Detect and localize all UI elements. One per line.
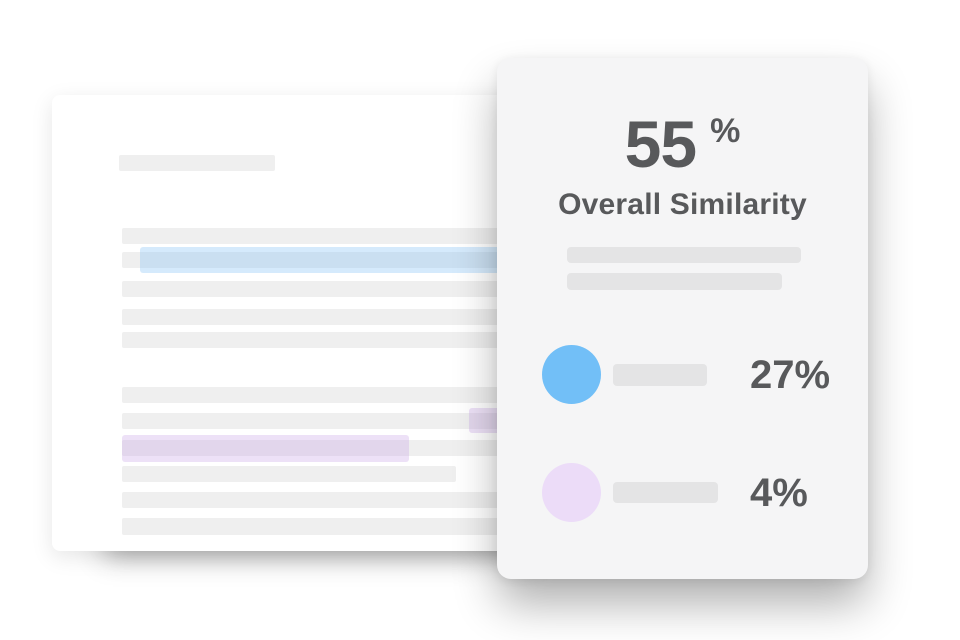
text-line-placeholder bbox=[122, 252, 510, 268]
text-line-placeholder bbox=[122, 518, 510, 535]
source-row-blue: 27% bbox=[542, 345, 830, 404]
text-line-placeholder bbox=[122, 466, 456, 482]
text-line-placeholder bbox=[122, 332, 510, 348]
document-page bbox=[52, 95, 520, 551]
similarity-panel: 55 % Overall Similarity 27% 4% bbox=[497, 58, 868, 579]
text-line-placeholder bbox=[122, 413, 510, 429]
text-line-placeholder bbox=[122, 492, 510, 508]
text-line-placeholder bbox=[122, 228, 510, 244]
purple-source-dot bbox=[542, 463, 601, 522]
overall-score-value: 55 bbox=[624, 107, 697, 181]
placeholder-bar bbox=[567, 247, 801, 263]
source-name-placeholder bbox=[613, 363, 707, 386]
blue-source-dot bbox=[542, 345, 601, 404]
title-block-placeholder bbox=[119, 155, 275, 171]
purple-source-percentage: 4% bbox=[750, 470, 808, 515]
source-row-purple: 4% bbox=[542, 463, 808, 522]
text-line-placeholder bbox=[122, 309, 510, 325]
text-line-placeholder bbox=[122, 281, 510, 297]
source-name-placeholder bbox=[613, 482, 718, 503]
overall-score: 55 % bbox=[497, 111, 868, 177]
placeholder-bar bbox=[567, 273, 782, 290]
blue-source-percentage: 27% bbox=[750, 352, 831, 397]
text-line-placeholder bbox=[122, 440, 510, 456]
purple-highlight bbox=[122, 435, 409, 462]
overall-score-percent-sign: % bbox=[710, 112, 741, 150]
blue-highlight bbox=[140, 247, 510, 273]
text-line-placeholder bbox=[122, 387, 510, 403]
overall-similarity-label: Overall Similarity bbox=[558, 188, 807, 221]
